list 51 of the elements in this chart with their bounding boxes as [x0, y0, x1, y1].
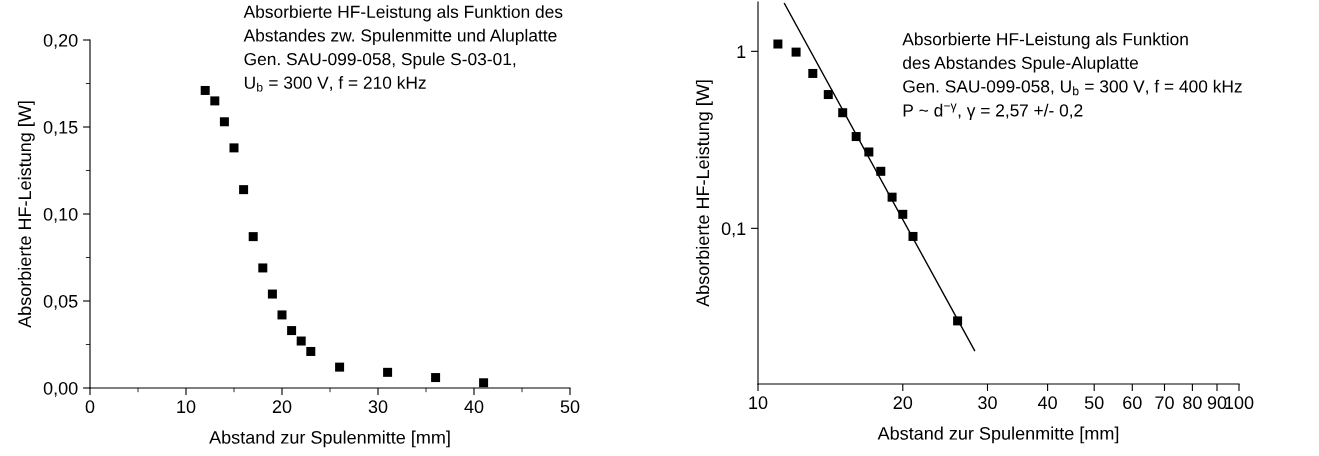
point — [479, 378, 489, 388]
text: Absorbierte HF-Leistung als Funktion des — [243, 5, 563, 22]
x-tick-label: 50 — [1084, 396, 1104, 410]
point — [296, 336, 306, 346]
annotation: Gen. SAU-099-058, Spule S-03-01, — [244, 52, 516, 69]
x-axis-title: Abstand zur Spulenmitte [mm] — [877, 426, 1119, 444]
x-tick-label: 50 — [560, 400, 580, 414]
annotation: Absorbierte HF-Leistung als Funktion — [902, 32, 1188, 49]
x-axis-title: Abstand zur Spulenmitte [mm] — [209, 430, 450, 448]
point — [210, 96, 220, 106]
point — [306, 346, 316, 356]
point — [383, 367, 393, 377]
point — [258, 263, 268, 273]
x-tick-label: 100 — [1225, 396, 1254, 410]
point — [431, 373, 441, 383]
y-tick-label: 0,00 — [43, 381, 78, 397]
point — [239, 185, 249, 195]
point — [277, 310, 287, 320]
annotation: Abstandes zw. Spulenmitte und Aluplatte — [243, 28, 557, 46]
x-tick-label: 10 — [749, 396, 768, 410]
y-tick-label: 0,10 — [43, 207, 78, 223]
x-tick-label: 10 — [177, 400, 196, 414]
y-tick-label: 0,20 — [43, 33, 78, 49]
point — [287, 326, 297, 336]
x-tick-label: 90 — [1207, 396, 1227, 410]
y-tick-label: 0,05 — [43, 294, 78, 310]
annotation: P ~ d$^{−γ}$, γ = 2,57 +/- 0,2 — [903, 103, 1083, 120]
x-tick-label: 30 — [368, 400, 388, 414]
y-axis-title: Absorbierte HF-Leistung [W] — [17, 101, 35, 328]
point — [267, 289, 277, 299]
x-tick-label: 70 — [1155, 396, 1174, 410]
annotation: U$_{b}$ = 300 V, f = 210 kHz — [244, 76, 426, 92]
x-tick-label: 40 — [464, 400, 484, 414]
annotation: des Abstandes Spule-Aluplatte — [903, 56, 1138, 73]
x-tick-label: 30 — [978, 396, 997, 410]
point — [219, 117, 229, 127]
annotation: Gen. SAU-099-058, U$_{b}$ = 300 V, f = 400 kHz — [903, 79, 1242, 96]
x-tick-label: 60 — [1123, 396, 1142, 410]
x-tick-label: 20 — [893, 396, 913, 410]
x-tick-label: 40 — [1037, 396, 1057, 410]
y-tick-label: 1 — [737, 45, 746, 58]
point — [229, 143, 239, 153]
y-tick-label: 0,15 — [43, 120, 78, 136]
y-tick-label: 0,1 — [721, 222, 746, 238]
x-tick-label: 80 — [1183, 396, 1202, 410]
point — [248, 232, 258, 242]
x-tick-label: 20 — [272, 400, 292, 414]
y-axis-title: Absorbierte HF-Leistung [W] — [695, 80, 713, 307]
x-tick-label: 0 — [85, 400, 95, 414]
point — [335, 362, 345, 372]
point — [200, 85, 210, 95]
